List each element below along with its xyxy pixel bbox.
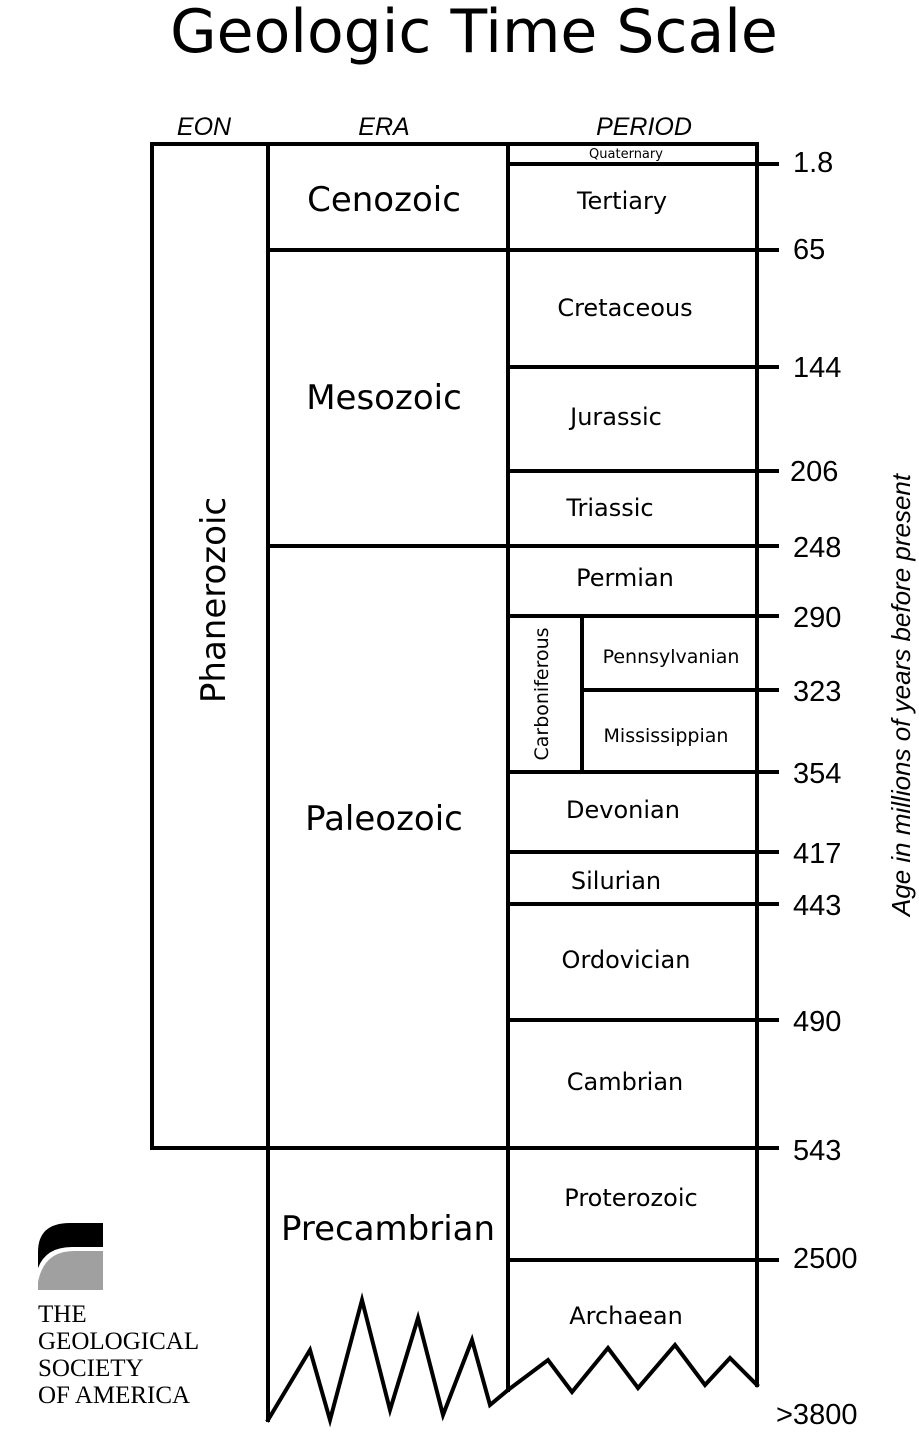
era-zigzag-edge: [265, 1292, 511, 1428]
age-label: 354: [793, 758, 841, 790]
period-label-silurian: Silurian: [571, 867, 661, 895]
age-label: 417: [793, 838, 841, 870]
era-label-precambrian: Precambrian: [281, 1209, 495, 1249]
age-label-oldest: >3800: [776, 1399, 857, 1431]
eon-label-phanerozoic: Phanerozoic: [194, 497, 234, 703]
publisher-line-1: THE: [38, 1301, 87, 1328]
age-label: 206: [790, 456, 838, 488]
era-label-cenozoic: Cenozoic: [307, 180, 461, 220]
period-label-devonian: Devonian: [566, 796, 680, 824]
age-label: 1.8: [793, 147, 833, 179]
column-heading-era: ERA: [358, 113, 409, 141]
publisher-line-2: GEOLOGICAL: [38, 1328, 199, 1355]
period-label-jurassic: Jurassic: [568, 403, 662, 431]
period-label-triassic: Triassic: [565, 494, 653, 522]
age-label: 2500: [793, 1243, 858, 1275]
period-label-mississippian: Mississippian: [604, 725, 729, 747]
period-label-tertiary: Tertiary: [576, 187, 667, 215]
column-heading-eon: EON: [177, 113, 232, 141]
period-label-quaternary: Quaternary: [589, 147, 663, 162]
age-label: 490: [793, 1006, 841, 1038]
age-label: 543: [793, 1135, 841, 1167]
publisher-line-3: SOCIETY: [38, 1355, 144, 1382]
age-label: 323: [793, 676, 841, 708]
period-zigzag-edge: [505, 1341, 760, 1396]
age-label: 443: [793, 890, 841, 922]
period-label-proterozoic: Proterozoic: [564, 1184, 697, 1212]
age-axis-label: Age in millions of years before present: [886, 472, 916, 918]
gsa-logo-icon: [38, 1223, 103, 1290]
period-label-ordovician: Ordovician: [562, 946, 691, 974]
age-label: 248: [793, 532, 841, 564]
period-label-cretaceous: Cretaceous: [557, 294, 692, 322]
era-label-mesozoic: Mesozoic: [306, 378, 462, 418]
age-label: 290: [793, 602, 841, 634]
period-label-permian: Permian: [576, 564, 674, 592]
era-label-paleozoic: Paleozoic: [305, 799, 463, 839]
period-label-pennsylvanian: Pennsylvanian: [603, 646, 740, 668]
period-label-carboniferous: Carboniferous: [531, 627, 553, 760]
age-label: 144: [793, 352, 841, 384]
period-label-cambrian: Cambrian: [567, 1068, 684, 1096]
period-label-archaean: Archaean: [569, 1302, 683, 1330]
column-heading-period: PERIOD: [596, 113, 692, 141]
age-label: 65: [793, 234, 825, 266]
publisher-line-4: OF AMERICA: [38, 1382, 190, 1409]
page-title: Geologic Time Scale: [170, 0, 778, 67]
